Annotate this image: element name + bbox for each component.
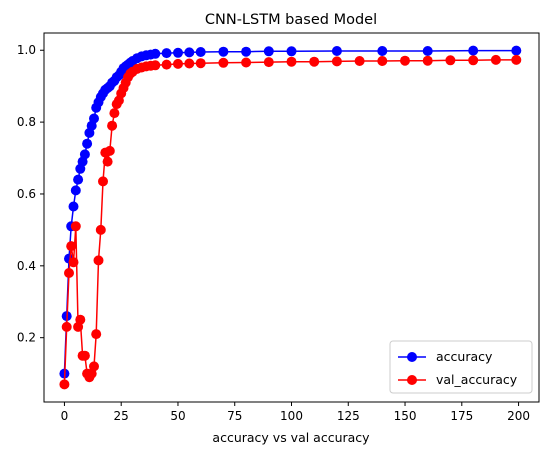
data-point-val-accuracy	[70, 221, 81, 232]
data-point-accuracy	[422, 46, 433, 56]
x-tick-label: 25	[114, 409, 129, 423]
data-point-val-accuracy	[241, 57, 252, 68]
data-point-val-accuracy	[79, 350, 90, 361]
data-point-val-accuracy	[59, 379, 70, 390]
data-point-val-accuracy	[490, 54, 501, 65]
data-point-accuracy	[150, 48, 161, 59]
series-line-val-accuracy	[63, 59, 517, 385]
legend-val-accuracy-label: val_accuracy	[436, 372, 518, 387]
data-point-val-accuracy	[286, 56, 297, 67]
x-tick-label: 0	[61, 409, 69, 423]
data-point-val-accuracy	[184, 58, 195, 69]
data-point-val-accuracy	[109, 108, 120, 119]
x-axis: 0 25 50 75 100 125 150 175 200	[61, 402, 530, 423]
data-point-accuracy	[241, 46, 252, 57]
chart-title: CNN-LSTM based Model	[205, 12, 377, 28]
x-tick-label: 75	[227, 409, 242, 423]
series-val-accuracy	[59, 54, 522, 390]
data-point-accuracy	[263, 46, 274, 57]
data-point-val-accuracy	[354, 56, 365, 66]
x-tick-label: 125	[337, 409, 360, 423]
data-point-val-accuracy	[422, 55, 433, 66]
data-point-val-accuracy	[104, 145, 115, 156]
data-point-val-accuracy	[68, 257, 79, 268]
data-point-val-accuracy	[75, 314, 86, 325]
data-point-accuracy	[195, 47, 206, 57]
data-point-val-accuracy	[64, 268, 74, 278]
data-point-val-accuracy	[445, 55, 456, 66]
data-point-val-accuracy	[95, 224, 106, 235]
series-layer	[59, 45, 522, 390]
data-point-val-accuracy	[173, 58, 183, 69]
data-point-accuracy	[184, 47, 195, 58]
data-point-accuracy	[468, 45, 479, 56]
data-point-val-accuracy	[66, 241, 77, 252]
data-point-val-accuracy	[400, 55, 410, 66]
data-point-val-accuracy	[91, 329, 102, 340]
data-point-accuracy	[70, 185, 81, 196]
legend-accuracy-label: accuracy	[436, 349, 493, 364]
data-point-val-accuracy	[102, 156, 113, 167]
x-tick-label: 200	[507, 409, 530, 423]
data-point-accuracy	[79, 149, 90, 160]
y-tick-label: 0.6	[17, 187, 36, 201]
data-point-accuracy	[331, 46, 342, 56]
data-point-accuracy	[82, 138, 93, 149]
data-point-val-accuracy	[195, 58, 206, 69]
data-point-accuracy	[511, 45, 522, 56]
data-point-val-accuracy	[468, 55, 479, 66]
data-point-val-accuracy	[218, 57, 229, 68]
data-point-val-accuracy	[150, 60, 161, 71]
data-point-accuracy	[161, 48, 172, 59]
series-line-accuracy	[63, 49, 517, 374]
data-point-val-accuracy	[89, 361, 99, 372]
y-axis: 0.2 0.4 0.6 0.8 1.0	[17, 43, 44, 345]
data-point-val-accuracy	[263, 57, 274, 68]
x-tick-label: 100	[280, 409, 303, 423]
data-point-val-accuracy	[98, 176, 108, 187]
y-tick-label: 0.4	[17, 259, 36, 273]
data-point-val-accuracy	[93, 255, 104, 266]
data-point-val-accuracy	[107, 120, 118, 131]
series-accuracy	[59, 45, 522, 379]
y-tick-label: 0.2	[17, 331, 36, 345]
data-point-accuracy	[173, 47, 183, 58]
data-point-accuracy	[73, 174, 84, 185]
legend-accuracy-marker	[407, 352, 417, 362]
data-point-accuracy	[286, 46, 297, 57]
legend: accuracy val_accuracy	[389, 340, 533, 394]
data-point-val-accuracy	[161, 59, 172, 70]
data-point-accuracy	[377, 46, 388, 56]
x-tick-label: 50	[170, 409, 185, 423]
x-axis-label: accuracy vs val accuracy	[212, 430, 370, 445]
data-point-val-accuracy	[309, 56, 320, 67]
data-point-val-accuracy	[511, 54, 522, 65]
data-point-accuracy	[89, 113, 99, 124]
data-point-val-accuracy	[331, 56, 342, 67]
data-point-val-accuracy	[377, 56, 388, 66]
x-tick-label: 175	[450, 409, 473, 423]
data-point-val-accuracy	[61, 321, 72, 332]
x-tick-label: 150	[394, 409, 417, 423]
data-point-accuracy	[68, 201, 79, 212]
data-point-accuracy	[218, 46, 229, 57]
legend-val-accuracy-marker	[407, 375, 417, 385]
y-tick-label: 1.0	[17, 43, 36, 57]
y-tick-label: 0.8	[17, 115, 36, 129]
